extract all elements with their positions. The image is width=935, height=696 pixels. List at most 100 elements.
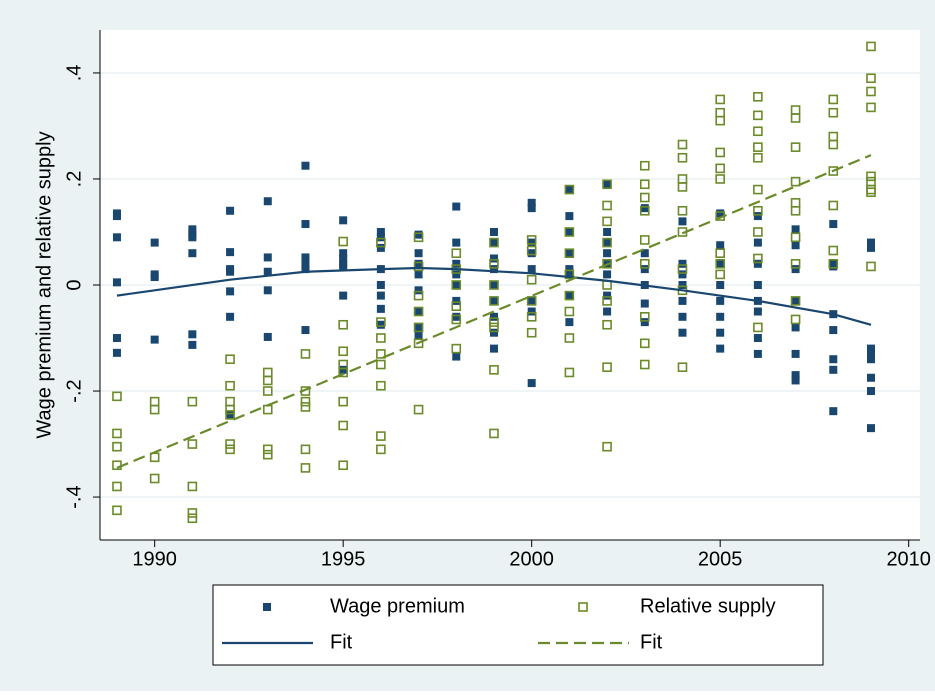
point bbox=[489, 265, 498, 274]
point bbox=[753, 334, 762, 343]
point bbox=[716, 328, 725, 337]
point bbox=[564, 290, 575, 301]
point bbox=[413, 338, 424, 349]
point bbox=[413, 306, 424, 317]
point bbox=[263, 267, 272, 276]
point bbox=[149, 473, 160, 484]
point bbox=[526, 274, 537, 285]
point bbox=[376, 359, 386, 370]
point bbox=[791, 371, 800, 380]
point bbox=[527, 265, 536, 274]
point bbox=[489, 312, 498, 321]
point bbox=[452, 281, 461, 289]
point bbox=[715, 147, 725, 158]
x-tick-label: 2000 bbox=[509, 548, 554, 570]
point bbox=[489, 322, 499, 333]
legend-marker bbox=[263, 603, 271, 611]
point bbox=[753, 152, 763, 163]
point bbox=[639, 179, 650, 190]
point bbox=[452, 202, 461, 211]
point bbox=[414, 259, 423, 268]
point bbox=[678, 259, 687, 268]
point bbox=[678, 312, 687, 321]
point bbox=[300, 402, 311, 412]
point bbox=[791, 323, 800, 332]
point bbox=[188, 233, 197, 242]
point bbox=[564, 306, 575, 317]
legend-label: Fit bbox=[330, 631, 353, 653]
point bbox=[565, 212, 574, 221]
point bbox=[678, 217, 687, 226]
y-tick-label: -.2 bbox=[63, 379, 85, 402]
point bbox=[640, 249, 649, 258]
point bbox=[753, 126, 763, 137]
point bbox=[226, 248, 235, 257]
point bbox=[677, 152, 688, 163]
point bbox=[828, 200, 839, 211]
point bbox=[188, 225, 197, 234]
point bbox=[753, 142, 763, 152]
point bbox=[866, 243, 875, 252]
point bbox=[602, 200, 612, 211]
point bbox=[112, 505, 122, 516]
point bbox=[112, 481, 122, 492]
point bbox=[677, 205, 688, 216]
point bbox=[639, 312, 650, 322]
point bbox=[866, 349, 875, 358]
point bbox=[225, 404, 235, 415]
point bbox=[640, 265, 649, 274]
point bbox=[753, 91, 763, 102]
point bbox=[565, 291, 574, 300]
point bbox=[753, 227, 763, 237]
y-axis-label: Wage premium and relative supply bbox=[33, 131, 55, 438]
point bbox=[716, 281, 725, 289]
point bbox=[829, 262, 838, 271]
point bbox=[828, 245, 839, 256]
point bbox=[112, 441, 122, 452]
legend-label: Relative supply bbox=[640, 595, 776, 617]
point bbox=[565, 265, 574, 274]
point bbox=[414, 230, 423, 239]
point bbox=[564, 269, 575, 280]
point bbox=[526, 245, 537, 256]
point bbox=[866, 344, 875, 353]
point bbox=[866, 171, 876, 182]
point bbox=[791, 296, 800, 305]
point bbox=[489, 344, 498, 353]
point bbox=[716, 209, 725, 218]
point bbox=[451, 280, 462, 290]
point bbox=[376, 304, 385, 313]
point bbox=[188, 340, 197, 349]
point bbox=[226, 287, 235, 296]
point bbox=[866, 238, 875, 247]
point bbox=[452, 352, 461, 361]
point bbox=[678, 281, 687, 289]
point bbox=[790, 142, 801, 152]
point bbox=[603, 180, 612, 189]
point bbox=[489, 227, 498, 236]
point bbox=[413, 322, 424, 333]
point bbox=[715, 248, 725, 258]
point bbox=[829, 220, 838, 229]
point bbox=[376, 444, 386, 455]
point bbox=[602, 319, 612, 330]
point bbox=[489, 296, 499, 306]
point bbox=[489, 281, 498, 289]
point bbox=[564, 184, 575, 195]
point bbox=[451, 301, 462, 312]
point bbox=[565, 318, 574, 327]
point bbox=[603, 238, 612, 247]
point bbox=[753, 212, 762, 221]
point bbox=[338, 346, 348, 357]
point bbox=[527, 296, 536, 305]
point bbox=[338, 460, 348, 471]
point bbox=[187, 481, 198, 492]
point bbox=[603, 270, 612, 279]
point bbox=[376, 320, 385, 329]
point bbox=[262, 386, 273, 396]
x-tick-label: 2005 bbox=[698, 548, 743, 570]
point bbox=[526, 235, 537, 245]
point bbox=[866, 86, 876, 97]
point bbox=[602, 237, 612, 248]
